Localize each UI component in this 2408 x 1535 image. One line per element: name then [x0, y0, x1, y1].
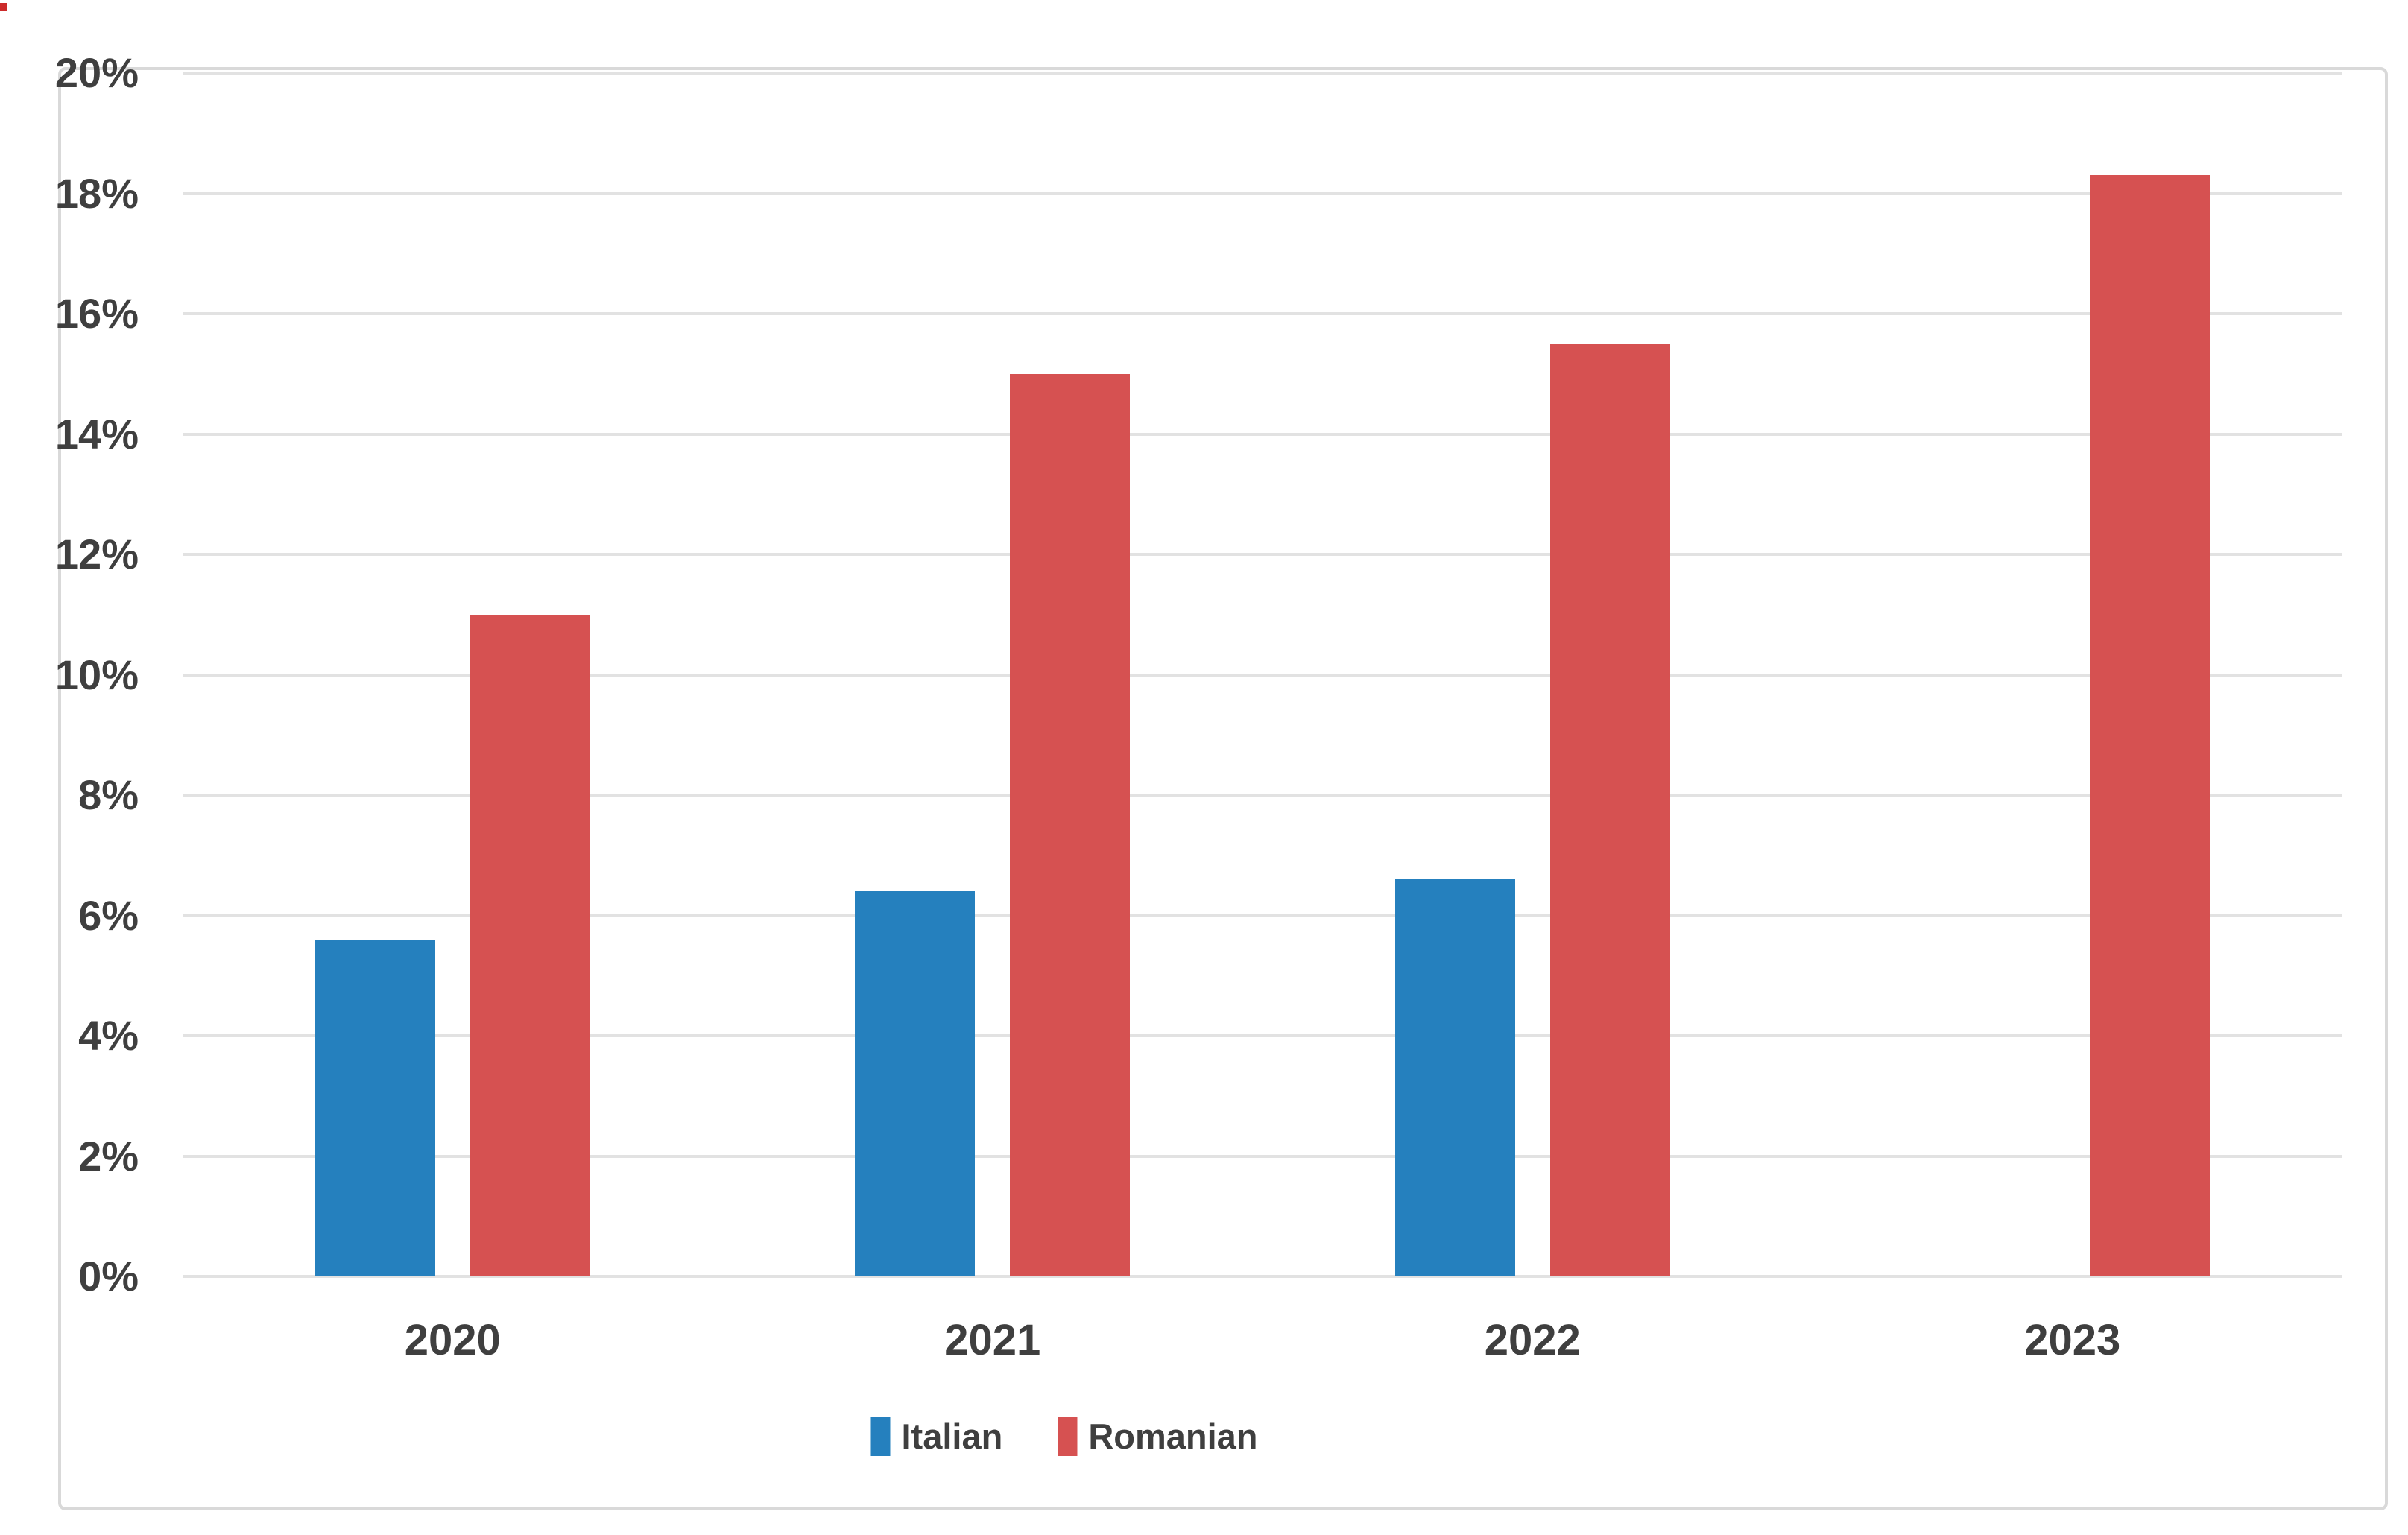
- legend-swatch-italian-icon: [870, 1417, 891, 1456]
- chart-frame: [58, 67, 2388, 1510]
- corner-red-mark: [0, 3, 7, 11]
- legend: Italian Romanian: [870, 1416, 1258, 1458]
- legend-item-romanian: Romanian: [1058, 1416, 1258, 1458]
- legend-label-romanian: Romanian: [1088, 1417, 1258, 1456]
- legend-label-italian: Italian: [901, 1417, 1003, 1456]
- legend-swatch-romanian-icon: [1058, 1417, 1078, 1456]
- legend-item-italian: Italian: [870, 1416, 1002, 1458]
